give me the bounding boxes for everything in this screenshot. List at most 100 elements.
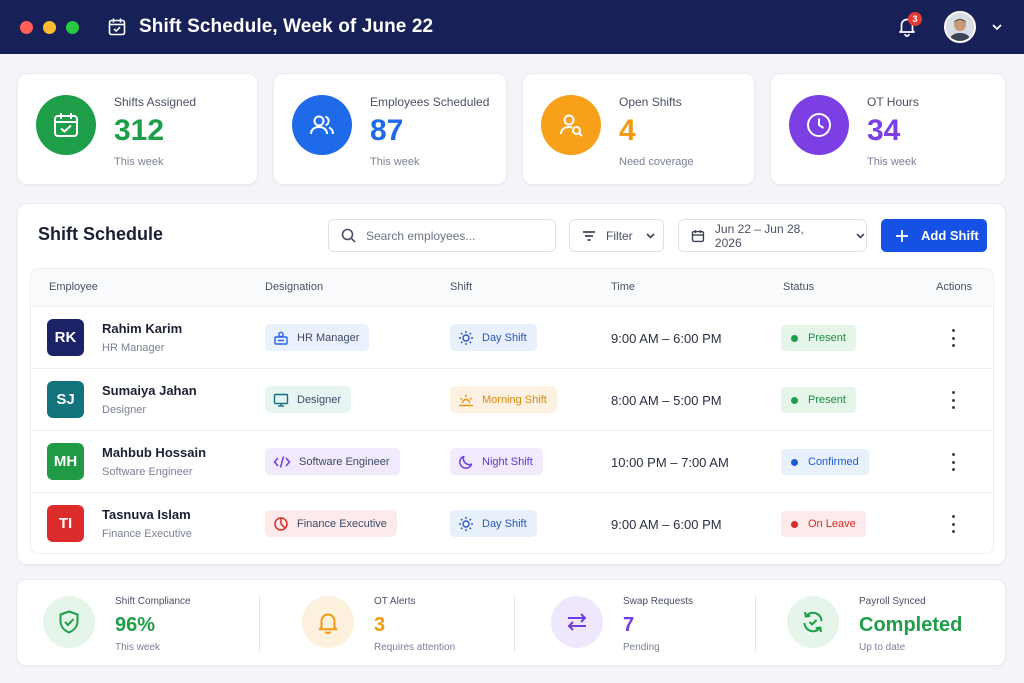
table-header: Employee Designation Shift Time Status A… [31, 269, 993, 307]
employee-role: Finance Executive [102, 528, 192, 540]
shift-pill: Day Shift [450, 510, 537, 537]
shift-label: Day Shift [482, 517, 527, 530]
monitor-icon [273, 393, 289, 407]
shift-label: Day Shift [482, 331, 527, 344]
stat-value: 87 [370, 114, 404, 147]
window-controls [20, 20, 79, 34]
table-row[interactable]: MH Mahbub Hossain Software Engineer Soft… [31, 431, 993, 493]
kpi-summary-bar: Shift Compliance 96% This week OT Alerts… [16, 579, 1006, 666]
stat-card-shifts-assigned: Shifts Assigned 312 This week [17, 73, 258, 185]
row-actions-menu-icon[interactable] [948, 453, 958, 471]
employee-initials-badge: SJ [47, 381, 84, 418]
column-header[interactable]: Status [783, 281, 815, 293]
stat-label: OT Hours [867, 95, 919, 109]
designation-pill: Finance Executive [265, 510, 397, 537]
calendar-check-icon [36, 95, 96, 155]
status-dot [791, 458, 798, 466]
date-range-picker[interactable]: Jun 22 – Jun 28, 2026 [678, 219, 867, 252]
employee-name: Tasnuva Islam [102, 507, 191, 522]
user-avatar[interactable] [944, 11, 976, 43]
search-box [328, 219, 556, 252]
calendar-icon [691, 229, 705, 242]
close-window-button[interactable] [20, 20, 33, 34]
designation-pill: Designer [265, 386, 352, 413]
kpi-subtext: Pending [623, 642, 660, 653]
status-dot [791, 334, 798, 342]
filter-icon [583, 230, 595, 241]
divider [514, 594, 515, 652]
sun-icon [459, 516, 473, 531]
table-row[interactable]: TI Tasnuva Islam Finance Executive Finan… [31, 493, 993, 553]
swap-icon [551, 596, 603, 648]
calendar-icon [107, 17, 127, 37]
kpi-label: Payroll Synced [859, 596, 926, 607]
sync-check-icon [787, 596, 839, 648]
user-search-icon [541, 95, 601, 155]
shift-pill: Day Shift [450, 324, 537, 351]
chevron-down-icon[interactable] [990, 20, 1004, 34]
kpi-label: Swap Requests [623, 596, 694, 607]
section-title: Shift Schedule [38, 224, 164, 244]
employee-name: Rahim Karim [102, 321, 183, 336]
kpi-value: 96% [115, 614, 156, 636]
row-actions-menu-icon[interactable] [948, 329, 958, 347]
kpi-value: 7 [623, 614, 635, 636]
table-row[interactable]: SJ Sumaiya Jahan Designer Designer Morni… [31, 369, 993, 431]
add-shift-label: Add Shift [921, 228, 979, 243]
add-shift-button[interactable]: Add Shift [881, 219, 987, 252]
filter-label: Filter [606, 228, 633, 243]
employee-initials-badge: MH [47, 443, 84, 480]
bell-icon [302, 596, 354, 648]
employee-name: Mahbub Hossain [102, 445, 207, 460]
sun-icon [459, 330, 473, 345]
window-title: Shift Schedule, Week of June 22 [139, 16, 434, 37]
id-badge-icon [274, 331, 288, 345]
status-dot [791, 396, 798, 404]
stat-value: 34 [867, 114, 901, 147]
column-header[interactable]: Employee [49, 281, 98, 293]
chevron-down-icon [856, 233, 865, 239]
status-badge: Present [781, 387, 856, 413]
column-header[interactable]: Time [611, 281, 636, 293]
employee-initials-badge: RK [47, 319, 84, 356]
row-actions-menu-icon[interactable] [948, 515, 958, 533]
divider [755, 594, 756, 652]
stat-subtext: This week [114, 156, 164, 168]
stat-card-ot-hours: OT Hours 34 This week [770, 73, 1006, 185]
designation-pill: Software Engineer [265, 448, 400, 475]
shift-label: Night Shift [482, 455, 533, 468]
code-icon [273, 455, 291, 468]
status-badge: Confirmed [781, 449, 869, 475]
status-badge: Present [781, 325, 856, 351]
shift-time: 9:00 AM – 6:00 PM [611, 517, 722, 532]
kpi-subtext: Requires attention [374, 642, 456, 653]
moon-icon [459, 455, 473, 469]
clock-icon [789, 95, 849, 155]
stat-label: Shifts Assigned [114, 95, 197, 109]
employee-initials-badge: TI [47, 505, 84, 542]
minimize-window-button[interactable] [43, 20, 56, 34]
kpi-ot-alerts: OT Alerts 3 Requires attention [302, 580, 502, 667]
stat-subtext: This week [370, 156, 420, 168]
row-actions-menu-icon[interactable] [948, 391, 958, 409]
stat-label: Employees Scheduled [370, 95, 490, 109]
shift-pill: Night Shift [450, 448, 543, 475]
employee-role: HR Manager [102, 342, 165, 354]
status-label: On Leave [808, 518, 856, 530]
table-row[interactable]: RK Rahim Karim HR Manager HR Manager Day… [31, 307, 993, 369]
stat-label: Open Shifts [619, 95, 682, 109]
kpi-subtext: Up to date [859, 642, 906, 653]
search-icon [341, 228, 356, 243]
filter-button[interactable]: Filter [569, 219, 664, 252]
column-header[interactable]: Shift [450, 281, 473, 293]
shift-time: 10:00 PM – 7:00 AM [611, 455, 729, 470]
designation-label: Software Engineer [299, 455, 390, 468]
kpi-subtext: This week [115, 642, 161, 653]
maximize-window-button[interactable] [66, 20, 79, 34]
divider [259, 594, 260, 652]
shield-check-icon [43, 596, 95, 648]
shift-time: 9:00 AM – 6:00 PM [611, 331, 722, 346]
column-header[interactable]: Designation [265, 281, 324, 293]
search-input[interactable] [366, 228, 546, 243]
stat-subtext: Need coverage [619, 156, 694, 168]
